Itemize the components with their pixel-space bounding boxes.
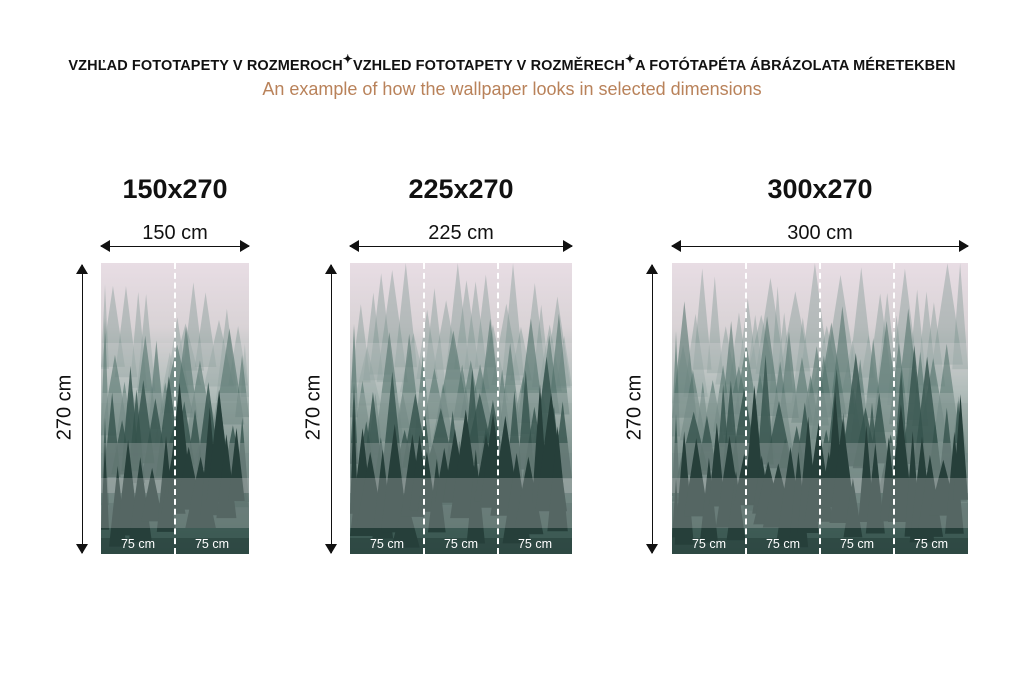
tree-shape	[753, 316, 781, 416]
tree-shape	[791, 317, 815, 404]
subtitle: An example of how the wallpaper looks in…	[262, 79, 762, 99]
tree-shape	[421, 288, 448, 403]
tree-shape	[353, 346, 381, 406]
tree-shape	[848, 267, 874, 378]
tree-shape	[363, 292, 384, 381]
tree-shape	[194, 292, 217, 367]
tree-shape	[141, 467, 164, 522]
segment-width-label: 75 cm	[765, 537, 801, 551]
tree-shape	[461, 281, 490, 390]
height-arrow	[646, 264, 658, 554]
tree-shape	[453, 280, 480, 370]
tree-shape	[351, 304, 371, 383]
tree-shape	[548, 313, 570, 415]
fog-shape	[350, 478, 572, 528]
height-label: 270 cm	[302, 374, 325, 441]
tree-shape	[706, 276, 723, 374]
tree-shape	[214, 328, 245, 425]
panel-title: 150x270	[122, 174, 228, 204]
width-arrow	[100, 240, 250, 252]
title-sk: VZHĽAD FOTOTAPETY V ROZMEROCH	[68, 58, 343, 74]
sparkle-icon: ✦	[624, 52, 636, 66]
tree-shape	[726, 471, 746, 541]
tree-shape	[738, 298, 757, 369]
segment-width-label: 75 cm	[517, 537, 553, 551]
width-arrow	[671, 240, 969, 252]
segment-width-label: 75 cm	[194, 537, 230, 551]
tree-shape	[674, 431, 694, 545]
tree-shape	[376, 270, 408, 383]
title-hu: A FOTÓTAPÉTA ÁBRÁZOLATA MÉRETEKBEN	[635, 58, 956, 74]
height-label: 270 cm	[53, 374, 76, 441]
tree-shape	[916, 291, 937, 386]
tree-shape	[916, 454, 944, 537]
tree-shape	[417, 451, 437, 512]
segment-width-label: 75 cm	[369, 537, 405, 551]
tree-shape	[843, 478, 863, 538]
tree-shape	[953, 394, 968, 500]
tree-shape	[708, 422, 725, 507]
title-cz: VZHLED FOTOTAPETY V ROZMĚRECH	[352, 58, 625, 74]
width-label: 150 cm	[142, 222, 208, 244]
panel-title: 225x270	[408, 174, 514, 204]
segment-width-label: 75 cm	[839, 537, 875, 551]
tree-shape	[692, 268, 712, 370]
tree-shape	[114, 285, 138, 378]
tree-shape	[228, 427, 245, 502]
segment-width-label: 75 cm	[120, 537, 156, 551]
tree-shape	[869, 392, 889, 464]
tree-shape	[922, 302, 946, 387]
tree-shape	[476, 318, 504, 431]
tree-shape	[369, 273, 394, 375]
width-arrow	[349, 240, 573, 252]
height-arrow	[325, 264, 337, 554]
tree-shape	[380, 423, 409, 533]
sparkle-icon: ✦	[342, 52, 353, 66]
forest-image	[350, 263, 572, 554]
panel-seam	[893, 263, 895, 554]
tree-shape	[779, 331, 799, 419]
tree-shape	[547, 426, 568, 532]
tree-shape	[699, 457, 718, 543]
tree-shape	[502, 263, 524, 376]
tree-shape	[931, 343, 962, 454]
tree-shape	[101, 285, 125, 367]
tree-shape	[391, 494, 420, 548]
tree-shape	[829, 419, 857, 523]
tree-shape	[757, 355, 774, 465]
tree-shape	[394, 263, 418, 368]
tree-shape	[416, 309, 438, 380]
segment-width-label: 75 cm	[913, 537, 949, 551]
wallpaper-preview: 75 cm 75 cm 75 cm 75 cm	[672, 263, 968, 554]
panel-title: 300x270	[767, 174, 873, 204]
wallpaper-preview: 75 cm 75 cm	[101, 263, 249, 554]
width-label: 225 cm	[428, 222, 494, 244]
panel-seam	[497, 263, 499, 554]
width-label: 300 cm	[787, 222, 853, 244]
multilingual-title: VZHĽAD FOTOTAPETY V ROZMEROCH✦VZHLED FOT…	[0, 52, 1024, 74]
tree-shape	[235, 355, 249, 418]
segment-width-label: 75 cm	[691, 537, 727, 551]
tree-shape	[683, 438, 709, 517]
tree-shape	[952, 263, 968, 370]
height-arrow	[76, 264, 88, 554]
tree-shape	[697, 415, 717, 471]
tree-shape	[350, 324, 358, 418]
tree-shape	[932, 263, 963, 365]
segment-width-label: 75 cm	[443, 537, 479, 551]
forest-fill	[350, 538, 572, 554]
tree-shape	[801, 263, 829, 368]
wallpaper-preview: 75 cm 75 cm 75 cm	[350, 263, 572, 554]
panel-seam	[745, 263, 747, 554]
panel-seam	[819, 263, 821, 554]
height-label: 270 cm	[623, 374, 646, 441]
panel-seam	[174, 263, 176, 554]
tree-shape	[865, 443, 885, 534]
tree-shape	[148, 340, 165, 430]
tree-shape	[101, 441, 109, 530]
tree-shape	[513, 456, 544, 535]
panel-seam	[423, 263, 425, 554]
